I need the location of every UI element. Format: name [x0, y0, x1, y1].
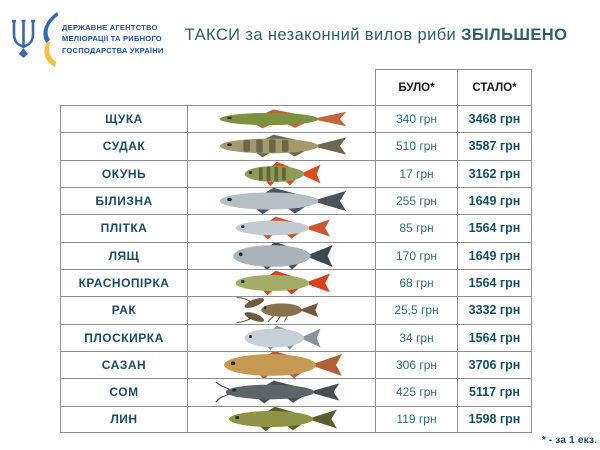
asp-image — [219, 187, 346, 215]
now-value: 1649 грн — [468, 248, 521, 263]
footnote: * - за 1 екз. — [541, 434, 597, 446]
was-value: 510 грн — [395, 139, 438, 154]
wave-icon — [43, 12, 59, 67]
was-value: 340 грн — [395, 112, 438, 127]
crayfish-image — [236, 297, 319, 324]
title-prefix: ТАКСИ за незаконний вилов риби — [184, 26, 462, 44]
table-row: БІЛИЗНА 255 грн 1649 грн — [60, 186, 532, 215]
title-emphasis: ЗБІЛЬШЕНО — [461, 26, 568, 44]
now-value: 3706 грн — [468, 358, 521, 373]
now-value: 1564 грн — [468, 330, 521, 345]
column-header-now: СТАЛО* — [457, 69, 532, 105]
was-value: 255 грн — [395, 194, 438, 209]
now-value: 1564 грн — [468, 221, 521, 236]
carp-image — [223, 351, 342, 379]
fish-name: ОКУНЬ — [101, 166, 147, 181]
table-header-row: БУЛО* СТАЛО* — [60, 69, 532, 105]
was-value: 34 грн — [399, 330, 434, 345]
fish-name: САЗАН — [101, 358, 147, 373]
trident-icon — [12, 19, 35, 58]
agency-name-line3: ГОСПОДАРСТВА УКРАЇНИ — [62, 45, 164, 55]
white-bream-image — [244, 325, 321, 351]
pike-image — [219, 109, 346, 129]
agency-name-line2: МЕЛІОРАЦІЇ ТА РИБНОГО — [62, 34, 162, 44]
now-value: 1564 грн — [468, 276, 521, 291]
perch-image — [244, 161, 321, 187]
now-value: 3587 грн — [468, 139, 521, 154]
fish-name: ЛЯЩ — [108, 248, 140, 263]
table-row: СОМ 425 грн 5117 грн — [60, 378, 532, 406]
table-row: ЩУКА 340 грн 3468 грн — [60, 105, 532, 133]
tench-image — [228, 407, 337, 432]
table-row: ПЛІТКА 85 грн 1564 грн — [60, 214, 532, 242]
now-value: 5117 грн — [469, 385, 520, 400]
was-value: 68 грн — [399, 276, 434, 291]
table-row: СУДАК 510 грн 3587 грн — [60, 132, 532, 160]
was-value: 17 грн — [399, 166, 434, 181]
fines-table: БУЛО* СТАЛО* ЩУКА 340 грн 3468 грн СУДАК — [60, 69, 532, 433]
was-value: 25,5 грн — [394, 303, 439, 318]
wave-yellow — [44, 41, 57, 67]
trident-base — [19, 48, 28, 58]
fish-name: КРАСНОПІРКА — [78, 276, 170, 291]
fish-name: ЩУКА — [105, 112, 143, 127]
agency-name: ДЕРЖАВНЕ АГЕНТСТВО МЕЛІОРАЦІЇ ТА РИБНОГО… — [62, 22, 164, 56]
catfish-image — [215, 381, 340, 404]
wave-blue — [43, 12, 59, 43]
now-value: 3162 грн — [468, 166, 521, 181]
header-spacer — [60, 69, 375, 105]
column-header-was: БУЛО* — [375, 69, 457, 105]
fish-name: ПЛІТКА — [100, 221, 148, 236]
fish-name: ЛИН — [110, 412, 138, 427]
fish-name: ПЛОСКИРКА — [84, 330, 164, 345]
table-row: РАК 25,5 грн 3332 грн — [60, 296, 532, 324]
table-row: ЛИН 119 грн 1598 грн — [60, 405, 532, 433]
was-value: 85 грн — [399, 221, 434, 236]
now-value: 1598 грн — [468, 412, 521, 427]
was-value: 425 грн — [395, 385, 438, 400]
zander-image — [219, 135, 346, 158]
table-row: САЗАН 306 грн 3706 грн — [60, 350, 532, 379]
fish-name: СОМ — [109, 385, 139, 400]
now-value: 3332 грн — [468, 303, 521, 318]
table-row: КРАСНОПІРКА 68 грн 1564 грн — [60, 268, 532, 297]
fish-name: СУДАК — [102, 139, 146, 154]
rudd-image — [235, 270, 330, 296]
now-value: 3468 грн — [468, 112, 521, 127]
table-row: ОКУНЬ 17 грн 3162 грн — [60, 159, 532, 187]
agency-name-line1: ДЕРЖАВНЕ АГЕНТСТВО — [62, 22, 158, 32]
roach-image — [235, 217, 330, 240]
bream-image — [232, 242, 333, 269]
table-row: ЛЯЩ 170 грн 1649 грн — [60, 241, 532, 269]
table-row: ПЛОСКИРКА 34 грн 1564 грн — [60, 323, 532, 351]
fish-name: РАК — [111, 303, 137, 318]
was-value: 119 грн — [396, 412, 437, 427]
agency-logo: ДЕРЖАВНЕ АГЕНТСТВО МЕЛІОРАЦІЇ ТА РИБНОГО… — [10, 8, 164, 70]
was-value: 170 грн — [395, 248, 438, 263]
now-value: 1649 грн — [468, 194, 521, 209]
page-title: ТАКСИ за незаконний вилов риби ЗБІЛЬШЕНО — [168, 26, 584, 45]
was-value: 306 грн — [395, 358, 438, 373]
fish-name: БІЛИЗНА — [95, 194, 153, 209]
